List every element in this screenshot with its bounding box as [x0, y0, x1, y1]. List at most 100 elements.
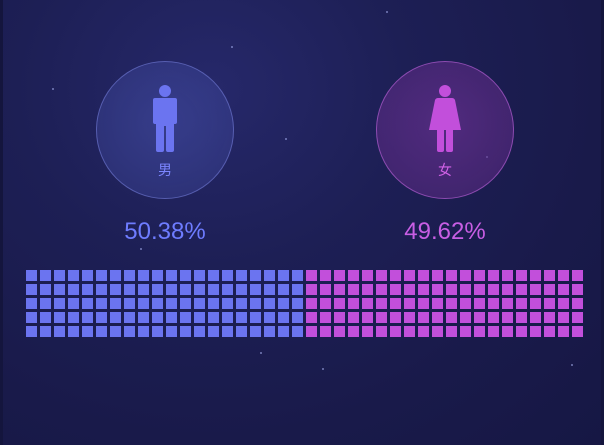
male-waffle-cell — [194, 284, 205, 295]
male-waffle-cell — [40, 326, 51, 337]
female-waffle-cell — [516, 312, 527, 323]
female-waffle-cell — [572, 284, 583, 295]
male-waffle-cell — [278, 312, 289, 323]
right-edge — [601, 0, 604, 445]
male-waffle-cell — [138, 326, 149, 337]
female-waffle-cell — [558, 312, 569, 323]
male-waffle-cell — [82, 284, 93, 295]
male-waffle-cell — [68, 312, 79, 323]
male-waffle-cell — [110, 270, 121, 281]
male-waffle-cell — [180, 298, 191, 309]
female-waffle-cell — [446, 312, 457, 323]
female-waffle-cell — [488, 326, 499, 337]
female-person-icon — [429, 85, 461, 152]
female-waffle-cell — [334, 312, 345, 323]
female-waffle-cell — [516, 284, 527, 295]
male-waffle-cell — [264, 298, 275, 309]
male-waffle-cell — [180, 326, 191, 337]
male-waffle-cell — [152, 284, 163, 295]
male-waffle-cell — [208, 270, 219, 281]
female-waffle-cell — [362, 298, 373, 309]
female-waffle-cell — [474, 298, 485, 309]
female-waffle-cell — [418, 312, 429, 323]
male-waffle-cell — [250, 270, 261, 281]
male-waffle-cell — [96, 270, 107, 281]
male-waffle-cell — [264, 326, 275, 337]
male-waffle-cell — [54, 326, 65, 337]
female-waffle-cell — [348, 284, 359, 295]
male-waffle-cell — [26, 298, 37, 309]
female-waffle-cell — [404, 284, 415, 295]
male-waffle-cell — [194, 326, 205, 337]
female-waffle-cell — [502, 312, 513, 323]
female-waffle-cell — [418, 270, 429, 281]
male-waffle-cell — [208, 284, 219, 295]
male-waffle-cell — [54, 270, 65, 281]
female-waffle-cell — [418, 326, 429, 337]
female-waffle-cell — [572, 312, 583, 323]
male-waffle-cell — [68, 326, 79, 337]
male-waffle-cell — [208, 326, 219, 337]
female-waffle-cell — [418, 298, 429, 309]
female-waffle-cell — [502, 326, 513, 337]
female-waffle-cell — [320, 312, 331, 323]
male-waffle-cell — [278, 298, 289, 309]
female-waffle-cell — [320, 326, 331, 337]
male-waffle-cell — [166, 326, 177, 337]
male-waffle-cell — [110, 312, 121, 323]
male-waffle-cell — [96, 312, 107, 323]
male-waffle-cell — [292, 298, 303, 309]
male-waffle-cell — [26, 270, 37, 281]
male-waffle-cell — [166, 298, 177, 309]
male-waffle-cell — [292, 312, 303, 323]
male-waffle-cell — [68, 284, 79, 295]
male-waffle-cell — [152, 326, 163, 337]
female-waffle-cell — [404, 298, 415, 309]
female-waffle-cell — [320, 270, 331, 281]
female-waffle-cell — [460, 298, 471, 309]
female-waffle-cell — [530, 284, 541, 295]
male-waffle-cell — [208, 298, 219, 309]
female-waffle-cell — [446, 326, 457, 337]
male-waffle-cell — [194, 270, 205, 281]
female-waffle-cell — [558, 298, 569, 309]
female-circle: 女 — [376, 61, 514, 199]
female-waffle-cell — [390, 326, 401, 337]
male-waffle-cell — [222, 326, 233, 337]
female-waffle-cell — [376, 312, 387, 323]
female-waffle-cell — [376, 270, 387, 281]
male-waffle-cell — [96, 298, 107, 309]
female-waffle-cell — [530, 270, 541, 281]
female-waffle-cell — [432, 270, 443, 281]
male-waffle-cell — [138, 312, 149, 323]
female-waffle-cell — [348, 270, 359, 281]
female-waffle-cell — [530, 298, 541, 309]
female-waffle-cell — [530, 326, 541, 337]
male-waffle-cell — [222, 270, 233, 281]
male-waffle-cell — [124, 284, 135, 295]
male-waffle-cell — [264, 312, 275, 323]
female-waffle-cell — [320, 284, 331, 295]
male-waffle-cell — [124, 312, 135, 323]
male-waffle-cell — [194, 312, 205, 323]
female-waffle-cell — [544, 298, 555, 309]
female-waffle-cell — [572, 270, 583, 281]
female-waffle-cell — [376, 326, 387, 337]
female-waffle-cell — [376, 284, 387, 295]
male-waffle-cell — [278, 270, 289, 281]
female-waffle-cell — [530, 312, 541, 323]
male-waffle-cell — [292, 270, 303, 281]
female-waffle-cell — [474, 312, 485, 323]
male-waffle-cell — [180, 270, 191, 281]
male-waffle-cell — [110, 326, 121, 337]
female-waffle-cell — [432, 298, 443, 309]
female-waffle-cell — [474, 326, 485, 337]
male-waffle-cell — [264, 284, 275, 295]
female-waffle-cell — [460, 312, 471, 323]
male-waffle-cell — [138, 298, 149, 309]
female-waffle-cell — [432, 326, 443, 337]
male-waffle-cell — [152, 270, 163, 281]
female-waffle-cell — [474, 270, 485, 281]
female-waffle-cell — [432, 284, 443, 295]
female-waffle-cell — [558, 326, 569, 337]
